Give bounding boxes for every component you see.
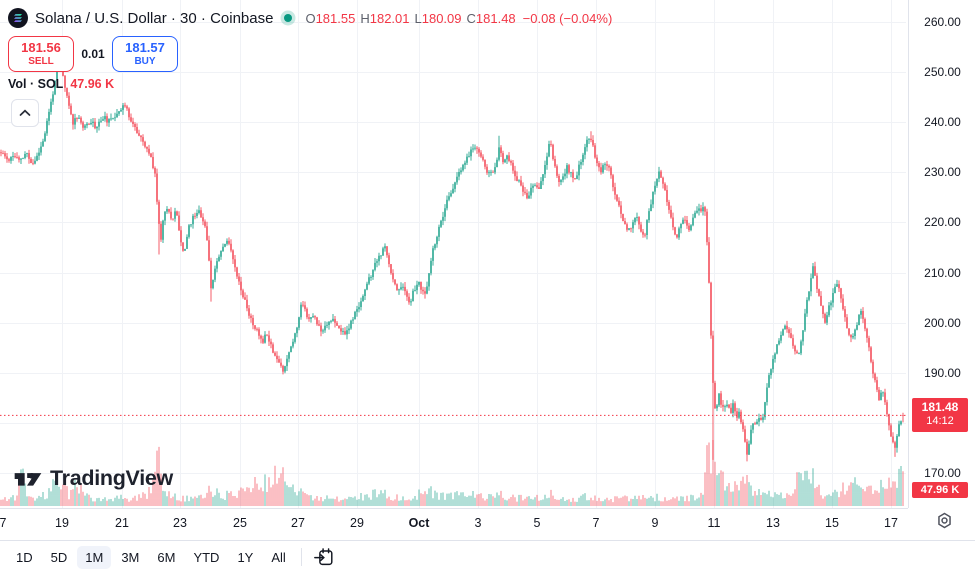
trade-panel: 181.56 SELL 0.01 181.57 BUY — [8, 36, 178, 72]
time-tick: 3 — [474, 516, 482, 530]
tradingview-logo-icon — [14, 472, 42, 486]
chart-pane[interactable] — [0, 0, 908, 508]
price-tick: 170.00 — [924, 465, 961, 480]
toolbar-divider — [300, 548, 302, 566]
symbol-header: Solana / U.S. Dollar · 30 · Coinbase O18… — [8, 8, 612, 28]
buy-price: 181.57 — [125, 40, 165, 56]
time-tick: 11 — [707, 516, 721, 530]
watermark-text: TradingView — [50, 466, 173, 490]
volume-legend: Vol · SOL 47.96 K — [8, 77, 114, 91]
price-tick: 190.00 — [924, 365, 961, 380]
volume-legend-value: 47.96 K — [70, 77, 115, 91]
time-tick: Oct — [408, 516, 430, 530]
time-tick: 21 — [115, 516, 129, 530]
price-tick: 240.00 — [924, 115, 961, 130]
price-tick: 230.00 — [924, 165, 961, 180]
gear-icon — [937, 512, 951, 528]
collapse-pane-button[interactable] — [11, 99, 39, 127]
range-button-all[interactable]: All — [263, 546, 293, 569]
change-value: −0.08 (−0.04%) — [522, 10, 613, 26]
calendar-arrow-icon — [313, 548, 333, 566]
candlestick-chart[interactable] — [0, 0, 908, 508]
time-tick: 25 — [233, 516, 247, 530]
volume-legend-label: Vol · SOL — [8, 77, 64, 91]
volume-bars-up — [10, 466, 902, 506]
time-tick: 9 — [651, 516, 659, 530]
symbol-title[interactable]: Solana / U.S. Dollar · 30 · Coinbase — [35, 9, 274, 27]
price-tick: 260.00 — [924, 15, 961, 30]
range-button-6m[interactable]: 6M — [149, 546, 183, 569]
price-tick: 220.00 — [924, 215, 961, 230]
price-tick: 250.00 — [924, 65, 961, 80]
time-tick: 23 — [173, 516, 187, 530]
sell-price: 181.56 — [21, 40, 61, 56]
volume-scale-label: 47.96 K — [912, 482, 968, 498]
price-axis[interactable]: 181.48 14:12 47.96 K 260.00 250.00 240.00 2… — [908, 0, 975, 508]
range-button-1d[interactable]: 1D — [8, 546, 41, 569]
range-button-1m[interactable]: 1M — [77, 545, 112, 569]
buy-button[interactable]: 181.57 BUY — [112, 36, 178, 72]
time-axis[interactable]: 7 19 21 23 25 27 29 Oct 3 5 7 9 11 13 15 17 — [0, 508, 908, 540]
range-button-1y[interactable]: 1Y — [229, 546, 261, 569]
time-tick: 13 — [766, 516, 780, 530]
range-button-3m[interactable]: 3M — [113, 546, 147, 569]
price-tick: 200.00 — [924, 315, 961, 330]
time-tick: 29 — [350, 516, 364, 530]
spread-value: 0.01 — [81, 47, 105, 61]
close-value: 181.48 — [475, 10, 516, 26]
time-tick: 19 — [55, 516, 69, 530]
market-status-icon[interactable] — [284, 14, 293, 22]
time-tick: 7 — [592, 516, 600, 530]
sell-button[interactable]: 181.56 SELL — [8, 36, 74, 72]
low-value: 180.09 — [421, 10, 462, 26]
tradingview-watermark[interactable]: TradingView — [13, 466, 173, 491]
time-tick: 5 — [533, 516, 541, 530]
range-button-5d[interactable]: 5D — [43, 546, 76, 569]
last-price-value: 181.48 — [921, 400, 959, 415]
grid-lines — [0, 0, 906, 508]
price-tick: 210.00 — [924, 265, 961, 280]
open-value: 181.55 — [315, 10, 356, 26]
solana-logo-icon[interactable] — [8, 8, 28, 28]
range-button-ytd[interactable]: YTD — [185, 546, 227, 569]
scale-settings-button[interactable] — [933, 509, 955, 531]
volume-bars-down — [0, 440, 904, 506]
last-price-label: 181.48 14:12 — [912, 398, 968, 433]
high-value: 182.01 — [369, 10, 410, 26]
time-tick: 15 — [825, 516, 839, 530]
date-range-buttons: 1D 5D 1M 3M 6M YTD 1Y All — [8, 545, 294, 569]
time-tick: 17 — [884, 516, 898, 530]
go-to-date-button[interactable] — [311, 544, 337, 570]
bar-countdown: 14:12 — [926, 415, 954, 428]
time-tick: 7 — [0, 516, 7, 530]
ohlc-values: O181.55 H182.01 L180.09 C181.48 −0.08 (−… — [305, 10, 613, 26]
chevron-up-icon — [19, 109, 31, 116]
solana-bars-icon — [14, 14, 22, 22]
time-tick: 27 — [291, 516, 305, 530]
